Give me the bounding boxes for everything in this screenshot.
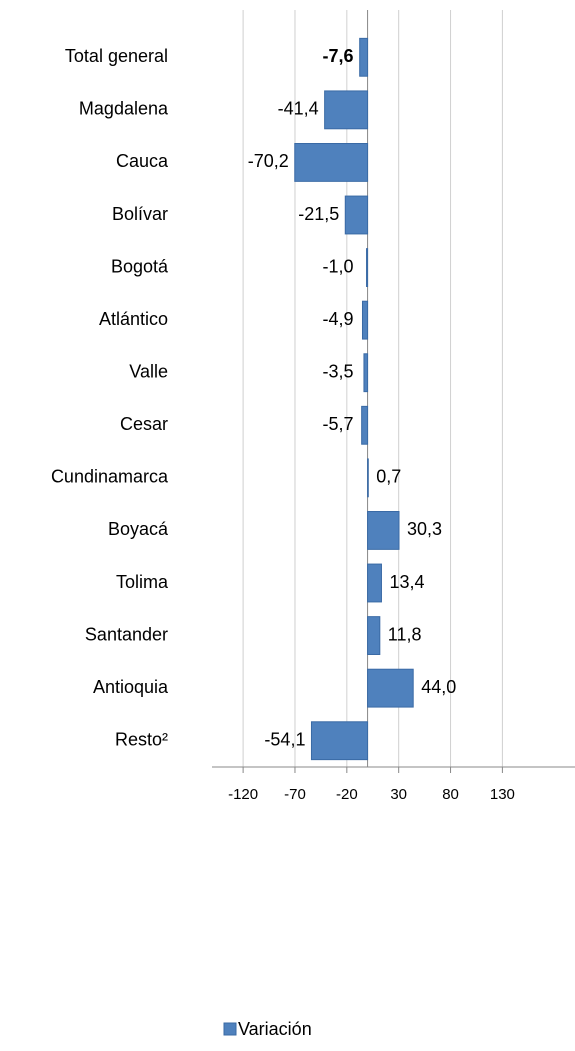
bar xyxy=(367,668,414,708)
y-tick-label: Valle xyxy=(129,361,168,381)
y-tick-label: Santander xyxy=(85,624,168,644)
x-tick-label: 130 xyxy=(490,786,515,803)
data-label: -21,5 xyxy=(298,204,339,224)
data-label: 11,8 xyxy=(388,624,422,644)
data-label: -7,6 xyxy=(323,46,354,66)
y-tick-label: Tolima xyxy=(116,572,169,592)
data-label: 44,0 xyxy=(421,677,456,697)
y-tick-label: Antioquia xyxy=(93,677,169,697)
y-tick-label: Cesar xyxy=(120,414,168,434)
data-label: -41,4 xyxy=(278,99,319,119)
bar xyxy=(367,511,400,550)
bar xyxy=(367,563,382,603)
data-label: 0,7 xyxy=(376,467,401,487)
bar xyxy=(366,248,369,287)
data-label: -70,2 xyxy=(248,151,289,171)
data-label: -4,9 xyxy=(323,309,354,329)
data-label: -5,7 xyxy=(323,414,354,434)
y-tick-label: Resto² xyxy=(115,729,168,749)
y-tick-label: Bolívar xyxy=(112,204,168,224)
bar xyxy=(361,405,369,445)
data-label: 13,4 xyxy=(389,572,424,592)
bar xyxy=(310,721,369,761)
x-tick-label: -20 xyxy=(336,786,358,803)
y-tick-label: Cauca xyxy=(116,151,169,171)
bar xyxy=(359,37,369,77)
bar xyxy=(361,300,369,340)
bar xyxy=(344,195,369,235)
y-tick-label: Cundinamarca xyxy=(51,467,169,487)
y-tick-label: Bogotá xyxy=(111,256,169,276)
bar xyxy=(294,143,369,182)
bar xyxy=(367,616,381,655)
x-tick-label: 30 xyxy=(390,786,407,803)
x-tick-label: -120 xyxy=(228,786,258,803)
data-label: 30,3 xyxy=(407,519,442,539)
x-tick-label: -70 xyxy=(284,786,306,803)
data-label: -1,0 xyxy=(323,256,354,276)
legend-label: Variación xyxy=(238,1019,312,1039)
data-label: -3,5 xyxy=(323,361,354,381)
bar xyxy=(324,90,369,130)
y-tick-label: Boyacá xyxy=(108,519,169,539)
y-tick-label: Total general xyxy=(65,46,168,66)
bar xyxy=(367,458,369,498)
y-tick-label: Atlántico xyxy=(99,309,168,329)
x-tick-label: 80 xyxy=(442,786,459,803)
y-tick-label: Magdalena xyxy=(79,99,169,119)
data-label: -54,1 xyxy=(264,729,305,749)
legend-swatch xyxy=(223,1022,237,1036)
bar xyxy=(363,353,369,393)
